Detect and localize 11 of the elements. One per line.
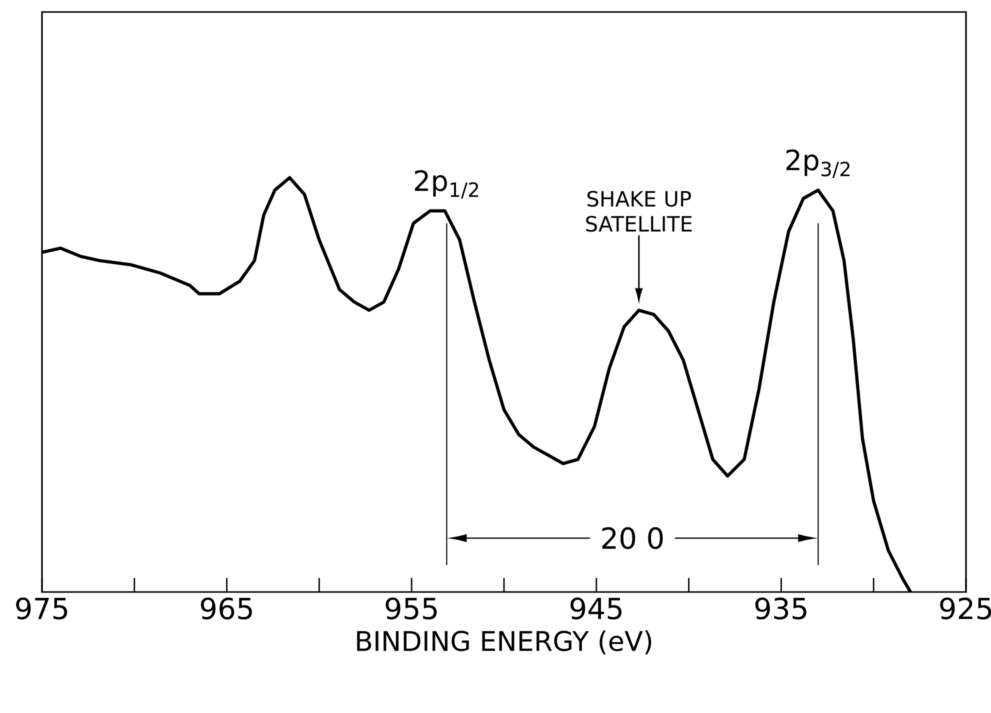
x-tick-label: 975 [16,598,68,620]
x-tick-label: 955 [386,598,437,620]
x-tick-label: 935 [755,598,806,620]
annotation: 2p$_{3/2}$ [786,149,850,178]
annotation: 2p$_{1/2}$ [414,170,478,199]
annotation: SHAKE UP SATELLITE [586,190,692,232]
x-tick-label: 965 [200,598,252,620]
x-tick-label: 925 [940,598,991,620]
x-axis-title: BINDING ENERGY (eV) [357,630,652,654]
x-tick-label: 945 [570,598,622,620]
annotation: 20 0 [602,527,663,550]
